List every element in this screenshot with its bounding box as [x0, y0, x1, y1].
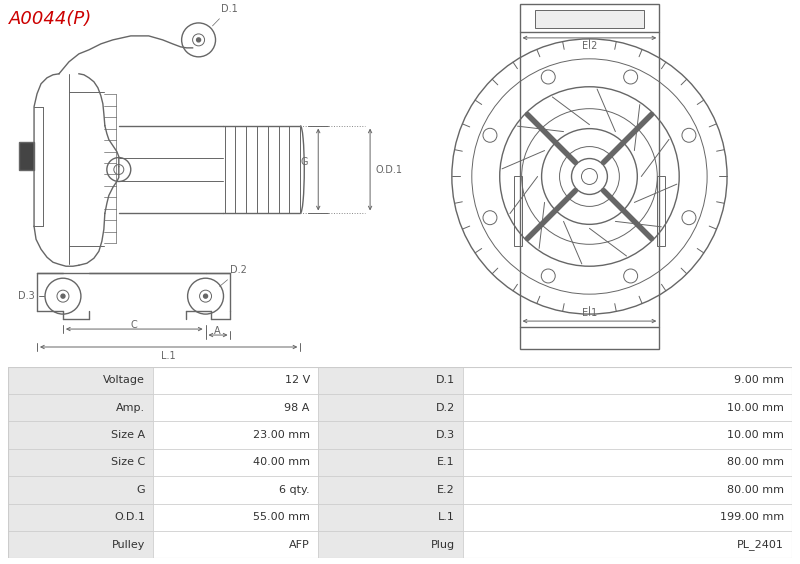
Bar: [318, 504, 462, 531]
Text: 40.00 mm: 40.00 mm: [253, 457, 310, 468]
Bar: [19, 142, 34, 170]
Text: 10.00 mm: 10.00 mm: [727, 403, 784, 413]
Text: Amp.: Amp.: [116, 403, 146, 413]
Bar: [8, 367, 153, 394]
Text: Pulley: Pulley: [112, 540, 146, 550]
Text: D.3: D.3: [436, 430, 455, 440]
Text: PL_2401: PL_2401: [738, 539, 784, 550]
Bar: [462, 394, 792, 421]
Bar: [8, 394, 153, 421]
Text: D.1: D.1: [436, 375, 455, 385]
Text: Size A: Size A: [111, 430, 146, 440]
Text: 80.00 mm: 80.00 mm: [727, 457, 784, 468]
Text: 9.00 mm: 9.00 mm: [734, 375, 784, 385]
Text: E.2: E.2: [582, 41, 597, 51]
Bar: [318, 531, 462, 558]
Text: 12 V: 12 V: [285, 375, 310, 385]
Bar: [520, 327, 659, 349]
Text: C: C: [130, 320, 137, 330]
Circle shape: [197, 38, 201, 42]
Text: D.1: D.1: [213, 4, 238, 26]
Bar: [8, 476, 153, 504]
Text: 6 qty.: 6 qty.: [279, 485, 310, 495]
Bar: [462, 367, 792, 394]
Bar: [153, 449, 318, 476]
Text: 23.00 mm: 23.00 mm: [253, 430, 310, 440]
Text: D.2: D.2: [220, 265, 247, 287]
Bar: [153, 367, 318, 394]
Text: L.1: L.1: [162, 351, 176, 361]
Text: O.D.1: O.D.1: [114, 512, 146, 522]
Bar: [153, 504, 318, 531]
Text: G: G: [301, 157, 308, 166]
Text: A: A: [214, 326, 221, 336]
Text: 80.00 mm: 80.00 mm: [727, 485, 784, 495]
Bar: [520, 4, 659, 32]
Text: 199.00 mm: 199.00 mm: [720, 512, 784, 522]
Bar: [318, 367, 462, 394]
Bar: [462, 504, 792, 531]
Bar: [658, 177, 666, 246]
Text: AFP: AFP: [289, 540, 310, 550]
Bar: [153, 394, 318, 421]
Text: 98 A: 98 A: [285, 403, 310, 413]
Bar: [318, 421, 462, 449]
Text: 10.00 mm: 10.00 mm: [727, 430, 784, 440]
Bar: [462, 421, 792, 449]
Text: G: G: [137, 485, 146, 495]
Circle shape: [61, 294, 65, 298]
Bar: [462, 531, 792, 558]
Text: Plug: Plug: [430, 540, 455, 550]
Bar: [8, 504, 153, 531]
Bar: [153, 421, 318, 449]
Bar: [534, 10, 644, 28]
Bar: [318, 476, 462, 504]
Bar: [153, 476, 318, 504]
Text: A0044(P): A0044(P): [9, 10, 92, 28]
Text: E.2: E.2: [437, 485, 455, 495]
Text: 55.00 mm: 55.00 mm: [253, 512, 310, 522]
Bar: [8, 449, 153, 476]
Bar: [8, 421, 153, 449]
Bar: [153, 531, 318, 558]
Text: Size C: Size C: [111, 457, 146, 468]
Bar: [462, 449, 792, 476]
Text: Voltage: Voltage: [103, 375, 146, 385]
Text: E.1: E.1: [438, 457, 455, 468]
Bar: [8, 531, 153, 558]
Text: D.2: D.2: [436, 403, 455, 413]
Circle shape: [203, 294, 207, 298]
Bar: [514, 177, 522, 246]
Text: D.3: D.3: [18, 291, 35, 301]
Bar: [318, 394, 462, 421]
Text: O.D.1: O.D.1: [375, 165, 402, 174]
Text: L.1: L.1: [438, 512, 455, 522]
Text: E.1: E.1: [582, 308, 597, 318]
Bar: [318, 449, 462, 476]
Bar: [462, 476, 792, 504]
